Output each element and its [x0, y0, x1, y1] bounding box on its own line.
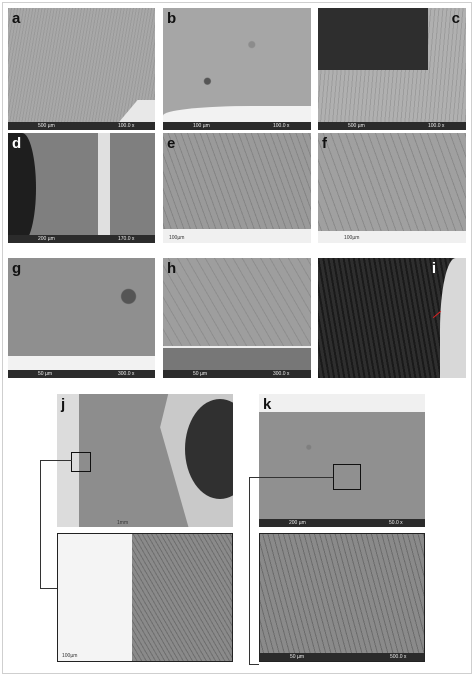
shadow — [318, 8, 428, 70]
panel-j-inset: 100µm — [57, 533, 233, 662]
panel-label: b — [167, 10, 177, 27]
connector — [249, 477, 333, 478]
edge — [440, 258, 466, 378]
scale-text: 200 µm — [38, 236, 55, 242]
magnification: 300.0 x — [273, 371, 290, 377]
edge — [163, 229, 311, 243]
magnification: 50.0 x — [389, 520, 403, 526]
panel-label: j — [61, 396, 66, 413]
inset-box — [333, 464, 361, 490]
panel-j: j 1mm — [57, 394, 233, 527]
scale-strip: 50 µm 300.0 x — [8, 370, 155, 378]
magnification: 100.0 x — [118, 123, 135, 129]
scale-text: 50 µm — [290, 654, 304, 660]
inset-box — [71, 452, 91, 472]
panel-f: f 100µm — [318, 133, 466, 243]
panel-e: e 100µm — [163, 133, 311, 243]
panel-label: f — [322, 135, 327, 152]
scale-strip: 100 µm 100.0 x — [163, 122, 311, 130]
magnification: 100.0 x — [428, 123, 445, 129]
edge — [163, 346, 311, 370]
scale-text: 50 µm — [38, 371, 52, 377]
connector — [40, 460, 72, 461]
panel-c: c 500 µm 100.0 x — [318, 8, 466, 130]
scale-text: 50 µm — [193, 371, 207, 377]
scale-strip: 200 µm 50.0 x — [259, 519, 425, 527]
panel-label: k — [263, 396, 272, 413]
panel-label: h — [167, 260, 177, 277]
edge — [259, 394, 425, 412]
scale-strip: 50 µm 500.0 x — [260, 653, 424, 661]
scale-text: 500 µm — [38, 123, 55, 129]
connector — [40, 460, 41, 588]
panel-label: i — [431, 260, 436, 277]
scale-text: 500 µm — [348, 123, 365, 129]
shadow — [8, 133, 36, 243]
connector — [249, 477, 250, 665]
scale-text: 200 µm — [289, 520, 306, 526]
scale-strip: 500 µm 100.0 x — [8, 122, 155, 130]
panel-k: k 200 µm 50.0 x — [259, 394, 425, 527]
edge — [8, 356, 155, 370]
scale-text: 100 µm — [193, 123, 210, 129]
scale-text: 1mm — [117, 520, 129, 526]
edge — [163, 106, 311, 122]
edge — [98, 133, 110, 235]
edge — [58, 534, 132, 661]
panel-a: a 500 µm 100.0 x — [8, 8, 155, 130]
magnification: 300.0 x — [118, 371, 135, 377]
edge — [318, 231, 466, 243]
magnification: 500.0 x — [390, 654, 407, 660]
scale-text: 100µm — [62, 653, 78, 659]
panel-g: g 50 µm 300.0 x — [8, 258, 155, 378]
connector — [40, 588, 57, 589]
scale-strip: 200 µm 170.0 x — [8, 235, 155, 243]
magnification: 170.0 x — [118, 236, 135, 242]
component-hole — [185, 399, 233, 499]
panel-b: b 100 µm 100.0 x — [163, 8, 311, 130]
panel-label: e — [167, 135, 176, 152]
panel-k-inset: 50 µm 500.0 x — [259, 533, 425, 662]
panel-h: h 50 µm 300.0 x — [163, 258, 311, 378]
magnification: 100.0 x — [273, 123, 290, 129]
panel-label: d — [12, 135, 22, 152]
panel-i: i — [318, 258, 466, 378]
connector — [249, 664, 259, 665]
panel-d: d 200 µm 170.0 x — [8, 133, 155, 243]
scale-text: 100µm — [344, 235, 360, 241]
panel-label: c — [451, 10, 460, 27]
panel-label: g — [12, 260, 22, 277]
scale-text: 100µm — [169, 235, 185, 241]
scale-strip: 50 µm 300.0 x — [163, 370, 311, 378]
panel-label: a — [12, 10, 21, 27]
scale-strip: 500 µm 100.0 x — [318, 122, 466, 130]
